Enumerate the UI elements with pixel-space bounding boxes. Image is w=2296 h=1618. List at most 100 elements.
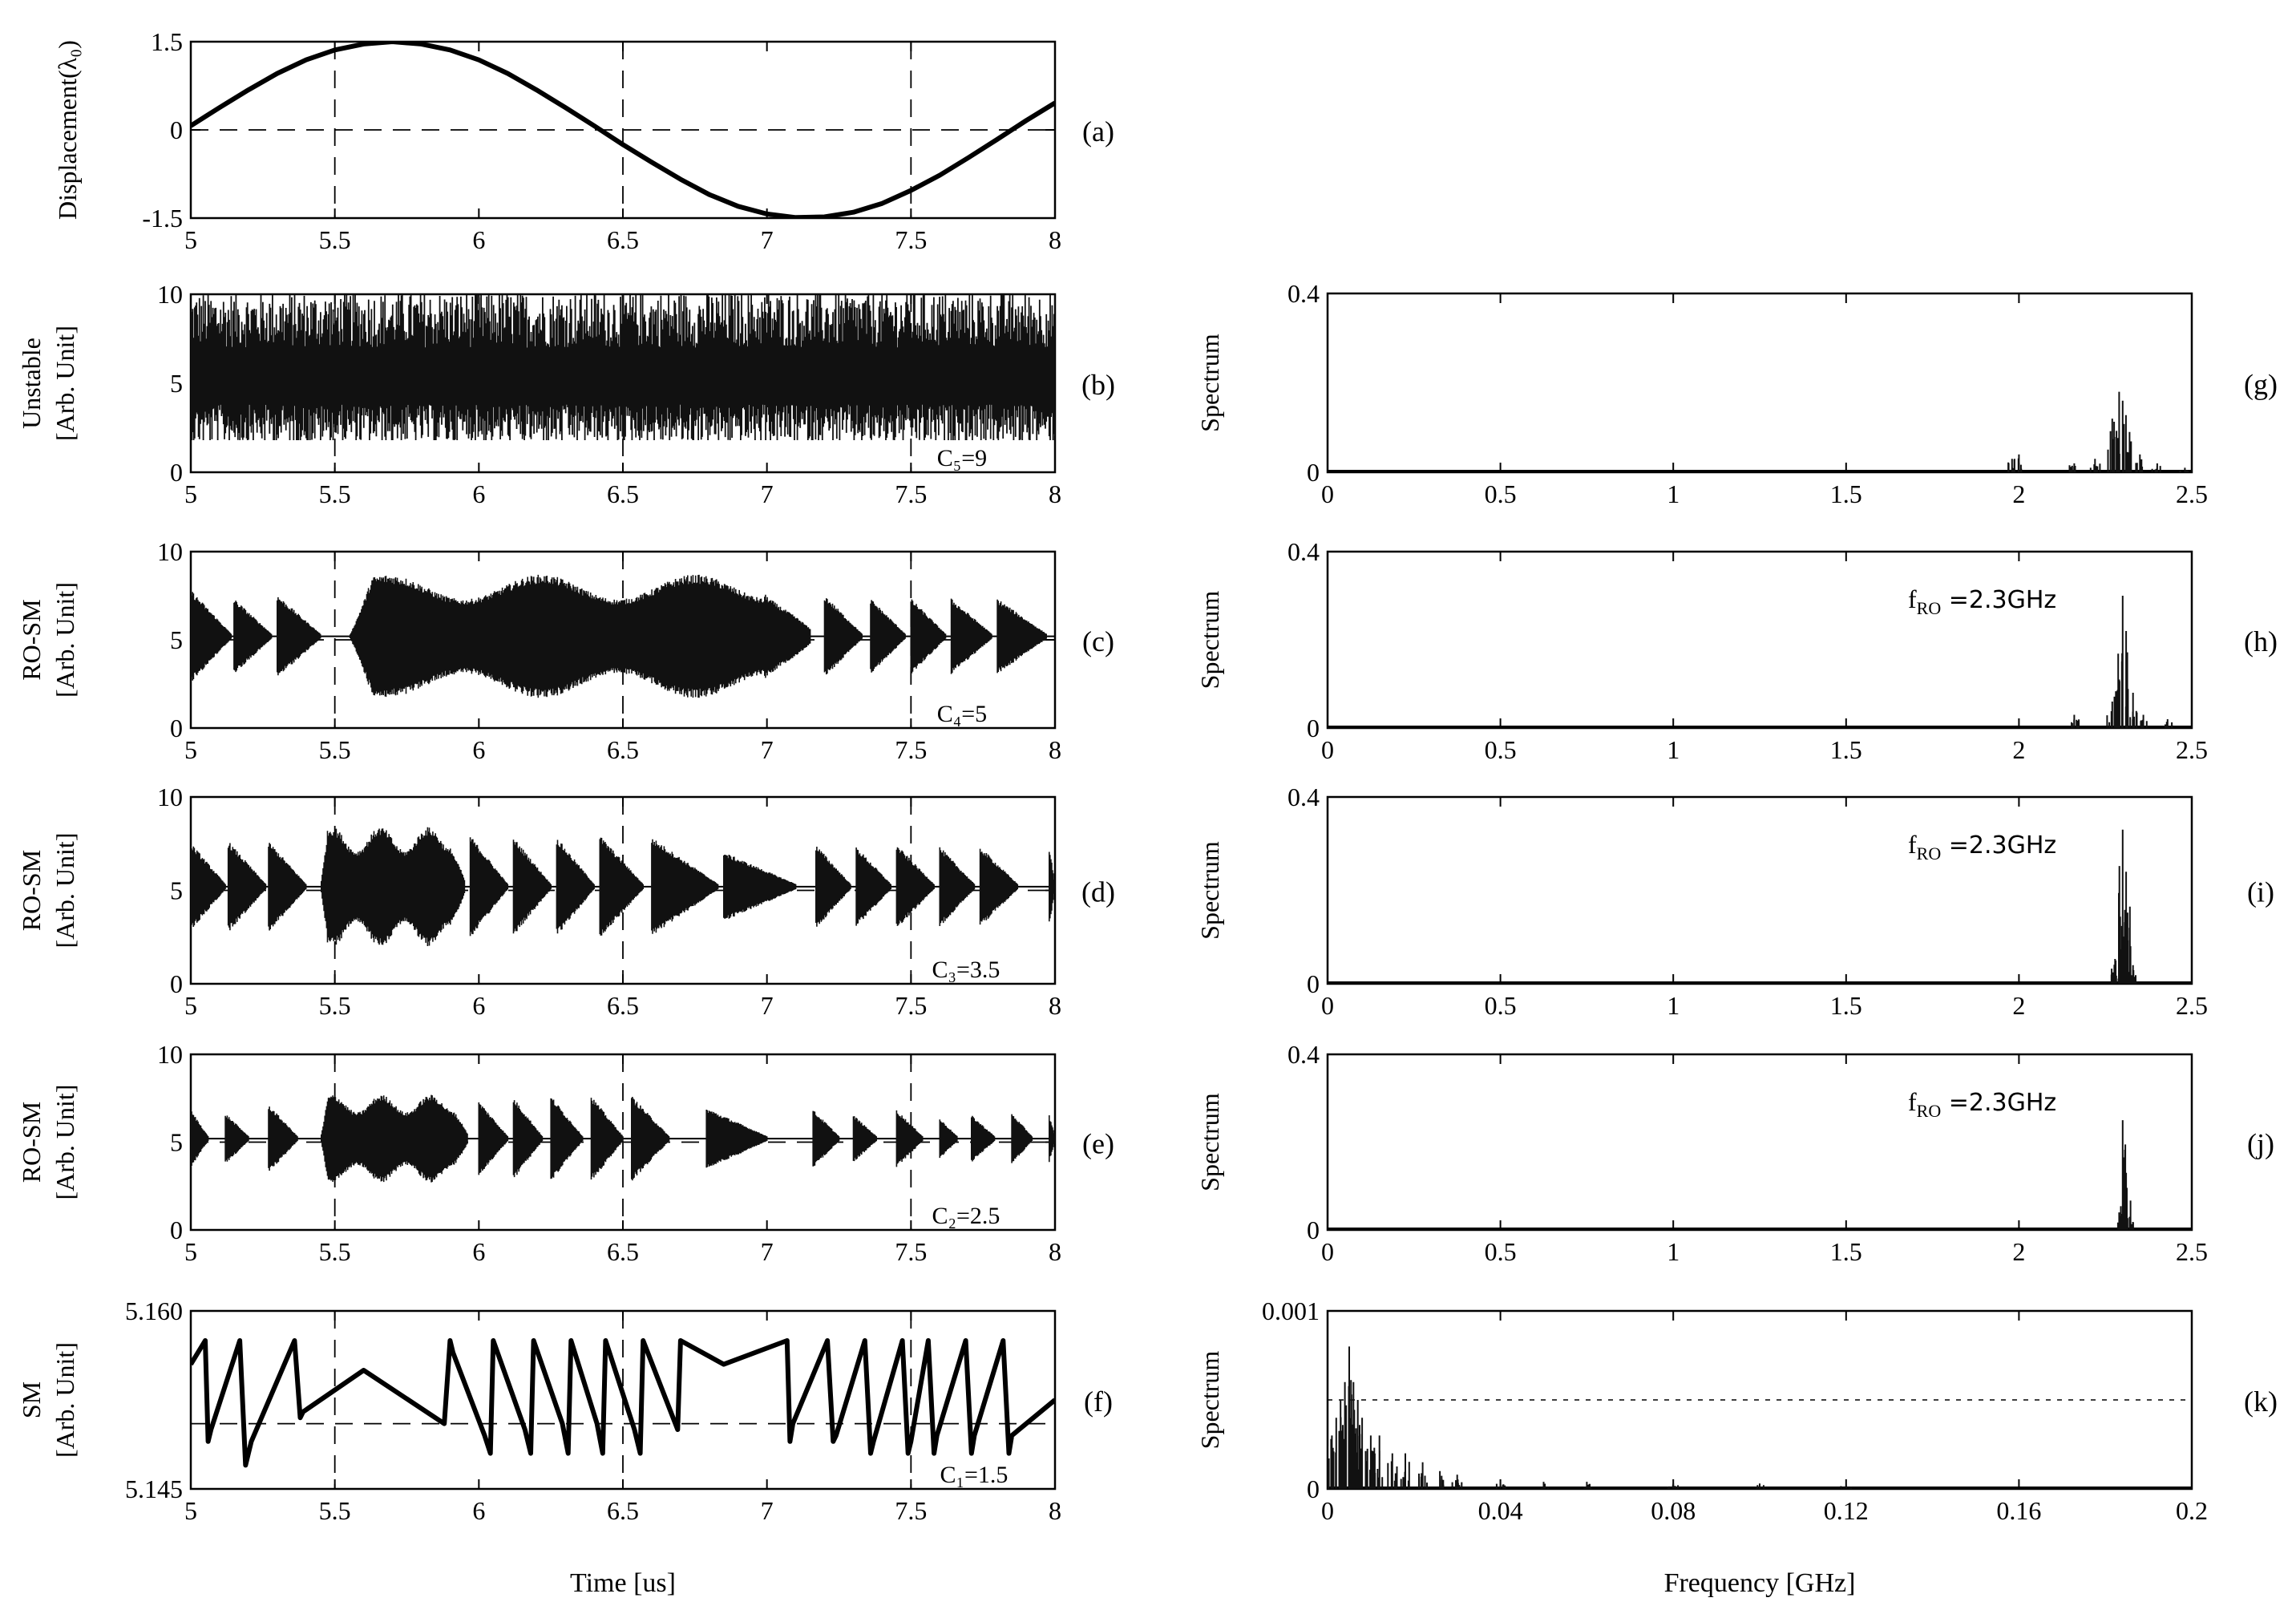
- y-tick-label: 10: [157, 783, 183, 811]
- x-tick-label: 7: [761, 735, 774, 764]
- plot-area: [1328, 391, 2192, 472]
- y-tick-label: 0: [1307, 1216, 1320, 1244]
- x-tick-label: 1.5: [1830, 991, 1862, 1020]
- y-tick-label: 5: [170, 1128, 183, 1157]
- y-tick-label: 5: [170, 625, 183, 654]
- x-tick-label: 2: [2012, 479, 2025, 508]
- panel-a: 5 5.5 6 6.5 7 7.5 8 1.5 0 -1.5 Displacement(λ₀) (a): [53, 27, 1114, 254]
- panel-label: (f): [1084, 1385, 1113, 1418]
- x-tick-label: 5: [184, 1237, 197, 1266]
- x-tick-label: 7: [761, 1237, 774, 1266]
- x-tick-label: 5: [184, 735, 197, 764]
- y-axis-label: [Arb. Unit]: [51, 1085, 79, 1200]
- y-axis-label: SM: [17, 1381, 46, 1418]
- plot-area: [1328, 596, 2192, 728]
- x-tick-label: 0.12: [1824, 1496, 1869, 1525]
- x-tick-label: 6: [472, 735, 485, 764]
- spectrum-lines: [2110, 829, 2136, 984]
- x-tick-label: 5: [184, 479, 197, 508]
- x-tick-label: 0: [1321, 1237, 1334, 1266]
- x-tick-label: 1.5: [1830, 479, 1862, 508]
- spectrum-lines: [2071, 596, 2173, 728]
- annotation-constant: C₃=3.5: [932, 957, 1000, 983]
- y-tick-label: 1.5: [151, 27, 183, 56]
- x-tick-label: 2.5: [2176, 991, 2208, 1020]
- x-tick-label: 1: [1667, 991, 1680, 1020]
- annotation-value: =2.3GHz: [1941, 1089, 2056, 1117]
- y-tick-label: 10: [157, 537, 183, 566]
- y-axis-label: [Arb. Unit]: [51, 326, 79, 441]
- panel-i: 0 0.5 1 1.5 2 2.5 0.4 0 Spectrum (i) fRO =2.3GHz: [1195, 783, 2274, 1020]
- panel-label: (h): [2244, 625, 2278, 657]
- axes-box: [1326, 550, 2193, 730]
- x-tick-label: 5.5: [319, 225, 351, 254]
- x-tick-label: 1: [1667, 479, 1680, 508]
- x-tick-label: 0: [1321, 479, 1334, 508]
- signal-bursts: [191, 574, 1047, 698]
- x-tick-label: 0.5: [1485, 991, 1517, 1020]
- y-tick-label: 5.145: [125, 1474, 183, 1503]
- y-tick-label: 5.160: [125, 1296, 183, 1325]
- x-tick-label: 5: [184, 1496, 197, 1525]
- y-tick-label: 0: [170, 458, 183, 487]
- x-tick-label: 2: [2012, 1237, 2025, 1266]
- y-tick-label: 0: [1307, 458, 1320, 487]
- y-axis-label: Spectrum: [1195, 1093, 1224, 1191]
- x-tick-label: 5: [184, 225, 197, 254]
- spectrum-lines: [1328, 1346, 1852, 1489]
- x-tick-label: 0.16: [1996, 1496, 2041, 1525]
- annotation-sub: RO: [1917, 843, 1942, 864]
- y-axis-label: [Arb. Unit]: [51, 833, 79, 949]
- plot-area: [1328, 1346, 2192, 1489]
- y-axis-label: RO-SM: [17, 850, 46, 931]
- panel-label: (k): [2244, 1385, 2278, 1418]
- x-tick-label: 0.08: [1651, 1496, 1696, 1525]
- x-tick-label: 5.5: [319, 1496, 351, 1525]
- annotation-fro: fRO =2.3GHz: [1908, 585, 2056, 618]
- x-tick-label: 7.5: [895, 479, 927, 508]
- x-tick-label: 8: [1049, 991, 1061, 1020]
- x-tick-label: 2.5: [2176, 479, 2208, 508]
- y-tick-label: 0: [170, 1216, 183, 1244]
- y-tick-label: 0.4: [1287, 1040, 1320, 1069]
- x-tick-label: 7.5: [895, 1496, 927, 1525]
- y-axis-label: Spectrum: [1195, 841, 1224, 940]
- x-tick-label: 0.04: [1478, 1496, 1523, 1525]
- panel-g: 0 0.5 1 1.5 2 2.5 0.4 0 Spectrum (g): [1195, 279, 2278, 508]
- x-tick-label: 0: [1321, 991, 1334, 1020]
- x-tick-label: 6.5: [607, 1496, 639, 1525]
- y-tick-label: 10: [157, 1040, 183, 1069]
- y-axis-label: Spectrum: [1195, 334, 1224, 432]
- x-tick-label: 2: [2012, 735, 2025, 764]
- x-tick-label: 0.5: [1485, 479, 1517, 508]
- panel-label: (g): [2244, 369, 2278, 401]
- y-tick-label: 0: [1307, 714, 1320, 742]
- plot-area: [191, 42, 1055, 218]
- y-axis-label: RO-SM: [17, 1102, 46, 1183]
- panel-label: (d): [1081, 876, 1115, 908]
- annotation-constant: C₁=1.5: [940, 1462, 1009, 1488]
- x-tick-label: 7: [761, 991, 774, 1020]
- y-tick-label: 0: [1307, 1474, 1320, 1503]
- y-axis-label: [Arb. Unit]: [51, 1342, 79, 1458]
- x-axis-title-frequency: Frequency [GHz]: [1664, 1568, 1856, 1598]
- x-tick-label: 2.5: [2176, 735, 2208, 764]
- plot-area: [191, 294, 1055, 440]
- x-tick-label: 8: [1049, 225, 1061, 254]
- y-tick-label: 0.4: [1287, 537, 1320, 566]
- axes-box: [1326, 795, 2193, 985]
- panel-f: 5 5.5 6 6.5 7 7.5 8 5.160 5.145 SM [Arb. Unit] (f) C…: [17, 1296, 1113, 1525]
- x-tick-label: 7.5: [895, 735, 927, 764]
- y-tick-label: 5: [170, 876, 183, 905]
- signal-trace: [191, 294, 1055, 440]
- y-axis-label: RO-SM: [17, 599, 46, 680]
- y-tick-label: 0.4: [1287, 783, 1320, 811]
- y-tick-label: 0: [170, 714, 183, 742]
- x-tick-label: 0.5: [1485, 1237, 1517, 1266]
- x-tick-label: 7.5: [895, 1237, 927, 1266]
- x-tick-label: 0.5: [1485, 735, 1517, 764]
- panel-label: (b): [1081, 369, 1115, 401]
